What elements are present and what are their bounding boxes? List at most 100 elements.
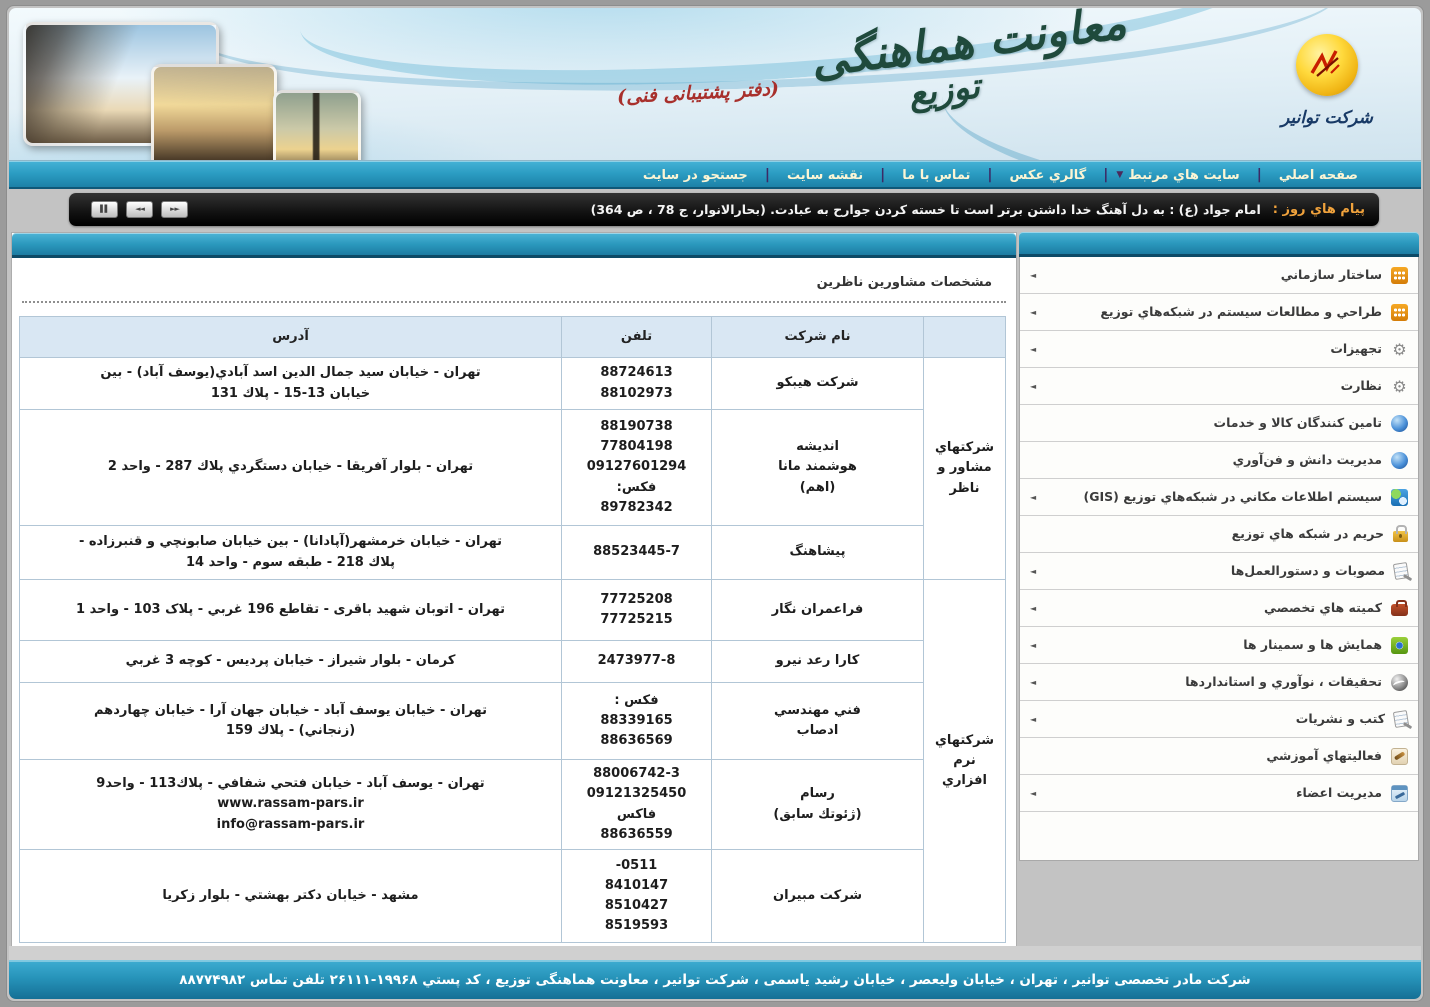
sidebar-item-regulations[interactable]: مصوبات و دستورالعمل‌ها ◄ [1020, 553, 1418, 590]
document-icon [1392, 710, 1410, 728]
main-navbar: صفحه اصلي | سایت هاي مرتبط ▼ | گالري عکس… [9, 161, 1421, 189]
address-cell: مشهد - خیابان دکتر بهشتي - بلوار زکریا [19, 849, 562, 943]
sidebar-item-network-privacy[interactable]: حریم در شبکه هاي توزیع [1020, 516, 1418, 553]
sidebar-item-label: تحقیقات ، نوآوري و استانداردها [1185, 673, 1382, 689]
chevron-left-icon: ◄ [1030, 788, 1037, 798]
sidebar-list: ساختار سازماني ◄ طراحي و مطالعات سیستم د… [1019, 257, 1419, 861]
sidebar-item-books-publications[interactable]: کتب و نشریات ◄ [1020, 701, 1418, 738]
sidebar-item-equipment[interactable]: ⚙ تجهیزات ◄ [1020, 331, 1418, 368]
org-chart-icon [1391, 266, 1408, 284]
table-row: رسام (ژئوتك سابق) 88006742-3 09121325450… [19, 759, 1006, 850]
chevron-left-icon: ◄ [1030, 714, 1037, 724]
tavanir-logo[interactable]: شرکت توانیر [1267, 34, 1387, 128]
research-globe-icon [1391, 673, 1408, 691]
header-subtitle: (دفتر پشتیبانی فنی) [616, 77, 780, 109]
sidebar-item-label: تجهیزات [1330, 340, 1382, 356]
gis-map-icon [1391, 488, 1408, 506]
nav-item-site-map[interactable]: نقشه سایت [786, 167, 864, 183]
sidebar-item-knowledge-management[interactable]: مدیریت دانش و فن‌آوري [1020, 442, 1418, 479]
members-icon [1391, 784, 1408, 802]
lightning-bolt-icon [1310, 50, 1340, 77]
chevron-left-icon: ◄ [1030, 566, 1037, 576]
company-cell: اندیشه هوشمند مانا (اهم) [711, 409, 924, 526]
nav-item-home[interactable]: صفحه اصلي [1278, 167, 1358, 183]
sidebar-item-label: نظارت [1340, 377, 1382, 393]
chevron-left-icon: ◄ [1030, 677, 1037, 687]
main-panel-body: مشخصات مشاورین ناظرین نام شرکت تلفن آدرس [12, 258, 1016, 943]
sidebar-item-org-structure[interactable]: ساختار سازماني ◄ [1020, 257, 1418, 294]
rewind-button[interactable]: ◄◄ [126, 201, 153, 218]
table-row: پیشاهنگ 88523445-7 تهران - خیابان خرمشهر… [19, 525, 1006, 580]
sidebar-item-label: همایش ها و سمینار ها [1243, 636, 1382, 652]
company-name: شرکت توانیر [1281, 108, 1373, 128]
nav-separator: | [987, 167, 993, 183]
site-title-calligraphy: معاونت هماهنگی توزیع [752, 8, 1190, 133]
chevron-down-icon: ▼ [1116, 170, 1124, 180]
chevron-left-icon: ◄ [1030, 640, 1037, 650]
phone-cell: 88190738 77804198 09127601294 فکس: 89782… [561, 409, 712, 526]
sidebar-item-suppliers[interactable]: تامین کنندگان کالا و خدمات [1020, 405, 1418, 442]
table-row: شرکتهاي مشاور و ناظر شرکت هیبکو 88724613… [19, 357, 1006, 580]
sidebar-item-system-design-studies[interactable]: طراحي و مطالعات سیستم در شبکه‌هاي توزیع … [1020, 294, 1418, 331]
nav-item-photo-gallery[interactable]: گالري عکس [1009, 167, 1087, 183]
nav-item-contact-us[interactable]: تماس با ما [902, 167, 971, 183]
sidebar-item-conferences[interactable]: همایش ها و سمینار ها ◄ [1020, 627, 1418, 664]
company-cell: شرکت مبیران [711, 849, 924, 943]
sidebar-filler [1020, 812, 1418, 860]
sidebar-item-label: کتب و نشریات [1295, 710, 1385, 726]
ticker-controls: ▌▌ ◄◄ ►► [83, 201, 188, 218]
company-cell: شرکت هیبکو [711, 357, 924, 410]
phone-cell: فکس : 88339165 88636569 [561, 682, 712, 760]
group-cell-consultants: شرکتهاي مشاور و ناظر [923, 357, 1006, 580]
nav-item-related-sites[interactable]: سایت هاي مرتبط [1128, 167, 1240, 183]
footer-text: شرکت مادر تخصصی توانیر ، تهران ، خیابان … [179, 971, 1251, 988]
sidebar-item-member-management[interactable]: مدیریت اعضاء ◄ [1020, 775, 1418, 812]
table-header-row: نام شرکت تلفن آدرس [19, 316, 1006, 358]
address-cell: تهران - خیابان خرمشهر(آپادانا) - بین خیا… [19, 525, 562, 580]
seminar-icon [1391, 636, 1408, 654]
phone-cell: 0511- 8410147 8510427 8519593 [561, 849, 712, 943]
col-header-company: نام شرکت [711, 316, 924, 358]
sidebar-item-label: مصوبات و دستورالعمل‌ها [1230, 562, 1385, 578]
col-header-address: آدرس [19, 316, 562, 358]
briefcase-icon [1391, 600, 1408, 616]
gear-icon: ⚙ [1392, 376, 1407, 396]
main-panel-top-bar [12, 233, 1016, 258]
address-cell: تهران - بلوار آفریقا - خیابان دستگردي پل… [19, 409, 562, 526]
nav-separator: | [1103, 167, 1109, 183]
table-row: اندیشه هوشمند مانا (اهم) 88190738 778041… [19, 409, 1006, 526]
chevron-left-icon: ◄ [1030, 603, 1037, 613]
phone-cell: 2473977-8 [561, 640, 712, 683]
address-cell: تهران - اتوبان شهید باقری - تقاطع 196 غر… [19, 579, 562, 641]
forward-button[interactable]: ►► [161, 201, 188, 218]
address-cell: تهران - خیابان یوسف آباد - خیابان جهان آ… [19, 682, 562, 760]
company-cell: فني مهندسي ادصاب [711, 682, 924, 760]
power-lines-photo [273, 90, 361, 160]
pause-button[interactable]: ▌▌ [91, 201, 118, 218]
sidebar-item-committees[interactable]: کمیته هاي تخصصي ◄ [1020, 590, 1418, 627]
sidebar-item-label: تامین کنندگان کالا و خدمات [1213, 414, 1382, 430]
dotted-divider [22, 301, 1006, 303]
nav-separator: | [1256, 167, 1262, 183]
sidebar-item-training-activities[interactable]: فعالیتهاي آموزشي [1020, 738, 1418, 775]
page-header: (دفتر پشتیبانی فنی) معاونت هماهنگی توزیع… [9, 8, 1421, 161]
lock-icon [1393, 525, 1408, 542]
sidebar-item-label: فعالیتهاي آموزشي [1266, 747, 1382, 763]
sidebar-item-label: ساختار سازماني [1280, 266, 1382, 282]
sidebar-menu: ساختار سازماني ◄ طراحي و مطالعات سیستم د… [1019, 232, 1419, 861]
sidebar-item-research-standards[interactable]: تحقیقات ، نوآوري و استانداردها ◄ [1020, 664, 1418, 701]
sidebar-item-gis[interactable]: سیستم اطلاعات مکاني در شبکه‌هاي توزیع (G… [1020, 479, 1418, 516]
address-cell: تهران - خیابان سید جمال الدین اسد آبادي(… [19, 357, 562, 410]
sidebar-item-supervision[interactable]: ⚙ نظارت ◄ [1020, 368, 1418, 405]
col-header-group [923, 316, 1006, 358]
ticker-label: پیام هاي روز : [1272, 202, 1365, 217]
chevron-left-icon: ◄ [1030, 344, 1037, 354]
sidebar-item-label: سیستم اطلاعات مکاني در شبکه‌هاي توزیع (G… [1083, 488, 1382, 504]
nav-item-site-search[interactable]: جستجو در سایت [642, 167, 748, 183]
sidebar-item-label: حریم در شبکه هاي توزیع [1231, 525, 1384, 541]
company-cell: کارا رعد نیرو [711, 640, 924, 683]
phone-cell: 88724613 88102973 [561, 357, 712, 410]
chevron-left-icon: ◄ [1030, 307, 1037, 317]
page-frame: (دفتر پشتیبانی فنی) معاونت هماهنگی توزیع… [6, 5, 1424, 1002]
sidebar-item-label: مدیریت دانش و فن‌آوري [1232, 451, 1382, 467]
